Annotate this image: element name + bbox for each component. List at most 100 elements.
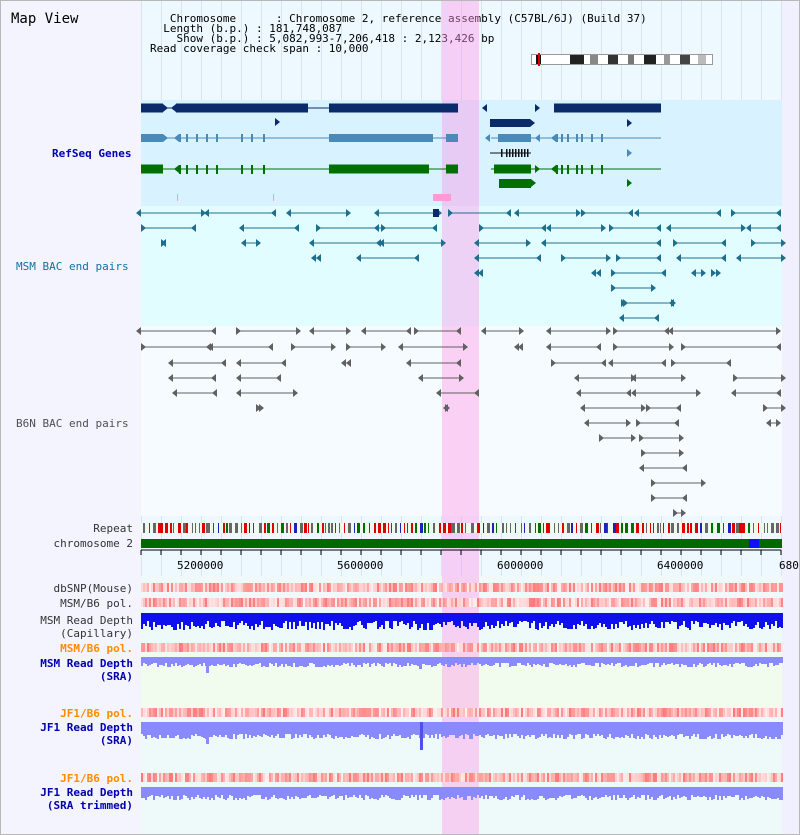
jf1-depth-trimmed-bar [339, 787, 341, 796]
jf1-depth-bar [525, 722, 527, 736]
jf1-pol-trim-heat [159, 773, 161, 782]
msm-pol-heat [751, 598, 753, 607]
repeat-element [281, 523, 284, 533]
jf1-depth-trimmed-bar [197, 787, 199, 795]
track-label-jf1-pol-2[interactable]: JF1/B6 pol. [60, 772, 133, 785]
track-label-dbsnp[interactable]: dbSNP(Mouse) [53, 582, 133, 595]
jf1-depth-trimmed-bar [411, 787, 413, 795]
jf1-depth-trimmed-bar [353, 787, 355, 795]
jf1-pol-trim-heat [415, 773, 417, 782]
jf1-pol-trim-heat [385, 773, 387, 782]
b6n-bac-pair-end [681, 343, 686, 351]
dbsnp-heat [429, 583, 431, 592]
repeat-element [562, 523, 564, 533]
jf1-pol-trim-heat [625, 773, 627, 782]
refseq-arrow [551, 134, 556, 142]
msm-pol-sra-heat [577, 643, 579, 652]
jf1-pol-heat [343, 708, 345, 717]
track-label-msm-depth-sra[interactable]: MSM Read Depth [40, 657, 133, 670]
jf1-pol-trim-heat [621, 773, 623, 782]
msm-pol-sra-heat [415, 643, 417, 652]
jf1-depth-bar [245, 722, 247, 734]
dbsnp-heat [363, 583, 365, 592]
msm-pol-heat [699, 598, 701, 607]
track-label-refseq[interactable]: RefSeq Genes [52, 147, 132, 160]
track-label-msm-pol-1[interactable]: MSM/B6 pol. [60, 597, 133, 610]
repeat-element [369, 523, 370, 533]
msm-pol-sra-heat [515, 643, 517, 652]
track-label-msm-bac[interactable]: MSM BAC end pairs [16, 260, 129, 273]
msm-pol-sra-heat [353, 643, 355, 652]
msm-pol-sra-heat [685, 643, 687, 652]
jf1-pol-heat [297, 708, 299, 717]
jf1-pol-trim-heat [669, 773, 671, 782]
dbsnp-heat [515, 583, 517, 592]
msm-depth-sra-bar [233, 657, 235, 664]
msm-depth-capillary-bar [295, 613, 297, 629]
jf1-pol-trim-heat [531, 773, 533, 782]
dbsnp-heat [667, 583, 669, 592]
msm-depth-capillary-bar [493, 613, 495, 628]
track-label-msm-depth-capillary[interactable]: MSM Read Depth [40, 614, 133, 627]
track-label-msm-pol-2[interactable]: MSM/B6 pol. [60, 642, 133, 655]
msm-pol-sra-heat [629, 643, 631, 652]
jf1-pol-heat [567, 708, 569, 717]
jf1-depth-bar [167, 722, 169, 735]
jf1-pol-heat [261, 708, 263, 717]
jf1-depth-bar [717, 722, 719, 739]
track-label-jf1-pol-1[interactable]: JF1/B6 pol. [60, 707, 133, 720]
msm-pol-heat [683, 598, 685, 607]
jf1-depth-bar [725, 722, 727, 736]
msm-depth-capillary-bar [615, 613, 617, 624]
track-label-b6n-bac[interactable]: B6N BAC end pairs [16, 417, 129, 430]
chromosome-ideogram[interactable] [531, 53, 713, 66]
msm-bac-pair-end [204, 209, 209, 217]
jf1-pol-trim-heat [633, 773, 635, 782]
jf1-depth-bar [255, 722, 257, 737]
jf1-pol-heat [655, 708, 657, 717]
jf1-pol-heat [427, 708, 429, 717]
msm-depth-sra-bar [571, 657, 573, 667]
jf1-pol-heat [573, 708, 575, 717]
msm-pol-sra-heat [549, 643, 551, 652]
msm-depth-capillary-bar [419, 613, 421, 628]
repeat-element [585, 523, 588, 533]
jf1-depth-trimmed-bar [773, 787, 775, 799]
jf1-pol-trim-heat [141, 773, 143, 782]
jf1-depth-trimmed-bar [391, 787, 393, 799]
track-label-jf1-depth[interactable]: JF1 Read Depth [40, 721, 133, 734]
msm-bac-pair-end [701, 269, 706, 277]
msm-depth-capillary-bar [689, 613, 691, 630]
jf1-depth-bar [253, 722, 255, 736]
dbsnp-heat [379, 583, 381, 592]
track-label-jf1-trimmed[interactable]: JF1 Read Depth [40, 786, 133, 799]
jf1-pol-heat [347, 708, 349, 717]
msm-depth-sra-bar [215, 657, 217, 666]
msm-depth-capillary-bar [249, 613, 251, 629]
msm-bac-pair-end [474, 254, 479, 262]
msm-depth-sra-bar [341, 657, 343, 665]
jf1-pol-heat [541, 708, 543, 717]
refseq-exon-tick [196, 165, 198, 174]
msm-depth-sra-bar [531, 657, 533, 667]
msm-pol-sra-heat [675, 643, 677, 652]
jf1-depth-bar [747, 722, 749, 738]
jf1-depth-bar [281, 722, 283, 738]
track-label-chromosome[interactable]: chromosome 2 [53, 537, 133, 550]
b6n-bac-pair-end [626, 419, 631, 427]
jf1-pol-heat [683, 708, 685, 717]
msm-pol-sra-heat [277, 643, 279, 652]
msm-pol-sra-heat [713, 643, 715, 652]
track-label-repeat[interactable]: Repeat [93, 522, 133, 535]
jf1-pol-trim-heat [649, 773, 651, 782]
msm-pol-heat [505, 598, 507, 607]
msm-pol-heat [359, 598, 361, 607]
jf1-pol-trim-heat [657, 773, 659, 782]
msm-pol-heat [153, 598, 155, 607]
dbsnp-heat [743, 583, 745, 592]
msm-pol-heat [497, 598, 499, 607]
msm-pol-heat [633, 598, 635, 607]
msm-depth-capillary-bar [603, 613, 605, 624]
msm-pol-heat [569, 598, 571, 607]
